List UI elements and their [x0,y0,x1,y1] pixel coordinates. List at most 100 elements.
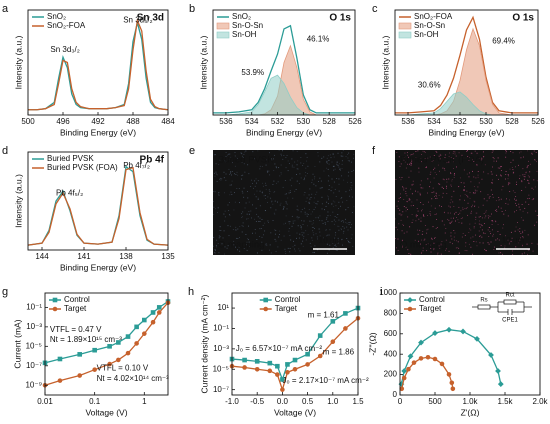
noise-dot [486,200,488,202]
noise-dot [242,225,244,227]
marker [488,352,494,358]
noise-dot [353,206,355,208]
noise-dot [420,243,421,245]
noise-dot [417,229,418,231]
noise-dot [411,193,413,195]
noise-dot [221,243,223,245]
noise-dot [505,150,507,152]
noise-dot [214,249,216,250]
x-tick-label: 141 [77,252,91,261]
noise-dot [328,175,330,177]
noise-dot [296,209,298,211]
noise-dot [339,167,341,169]
noise-dot [251,179,253,181]
panel-letter: f [372,145,376,157]
noise-dot [473,226,475,228]
noise-dot [410,188,412,190]
noise-dot [509,191,511,192]
noise-dot [257,197,259,199]
x-tick-label: 532 [453,117,467,126]
noise-dot [342,155,344,157]
noise-dot [423,247,425,249]
y-tick-label: 10⁻⁷ [213,385,229,394]
noise-dot [402,239,403,241]
noise-dot [512,169,514,171]
noise-dot [498,206,499,208]
noise-dot [340,205,341,207]
noise-dot [525,171,527,173]
noise-dot [300,227,302,229]
noise-dot [335,205,337,207]
noise-dot [412,180,414,182]
noise-dot [493,160,495,162]
noise-dot [458,152,460,154]
noise-dot [411,184,413,186]
noise-dot [285,201,287,202]
noise-dot [216,239,218,241]
noise-dot [468,228,470,230]
noise-dot [265,182,267,184]
noise-dot [449,152,450,154]
marker [450,386,456,392]
noise-dot [326,167,328,169]
panel-letter: b [189,3,195,15]
scale-label: 10 µm [502,236,525,245]
marker [150,319,156,325]
noise-dot [233,192,235,194]
noise-dot [521,181,523,183]
noise-dot [229,173,231,175]
noise-dot [252,232,253,234]
noise-dot [341,175,343,177]
noise-dot [468,172,470,174]
noise-dot [453,190,455,192]
noise-dot [290,192,291,193]
noise-dot [319,235,321,237]
noise-dot [400,243,402,245]
noise-dot [474,222,476,224]
noise-dot [256,239,258,240]
noise-dot [272,184,274,185]
noise-dot [427,192,428,194]
noise-dot [330,190,332,192]
noise-dot [289,248,291,250]
noise-dot [438,183,440,185]
noise-dot [314,245,316,247]
noise-dot [485,250,487,252]
x-axis-label: Binding Energy (eV) [60,262,136,272]
noise-dot [301,220,303,222]
noise-dot [411,153,413,155]
noise-dot [296,174,297,175]
noise-dot [248,239,250,241]
noise-dot [411,214,413,216]
noise-dot [536,161,537,163]
noise-dot [517,229,519,231]
x-tick-label: 534 [245,117,259,126]
noise-dot [456,247,458,249]
noise-dot [246,213,248,215]
noise-dot [446,178,448,180]
noise-dot [470,212,472,214]
noise-dot [215,171,217,173]
noise-dot [256,213,258,215]
noise-dot [291,164,293,166]
noise-dot [314,251,315,253]
noise-dot [337,239,339,241]
noise-dot [296,151,298,153]
noise-dot [336,249,338,251]
noise-dot [331,221,333,223]
noise-dot [307,214,309,215]
noise-dot [351,196,353,198]
marker [254,359,260,364]
noise-dot [233,240,235,242]
noise-dot [321,187,323,188]
noise-dot [444,157,446,159]
noise-dot [460,210,462,212]
noise-dot [511,237,513,239]
x-tick-label: 1.0k [462,397,478,406]
noise-dot [420,180,422,182]
x-tick-label: 530 [297,117,311,126]
y-tick-label: 400 [384,349,398,358]
noise-dot [341,155,343,157]
noise-dot [298,248,300,250]
noise-dot [448,161,450,163]
